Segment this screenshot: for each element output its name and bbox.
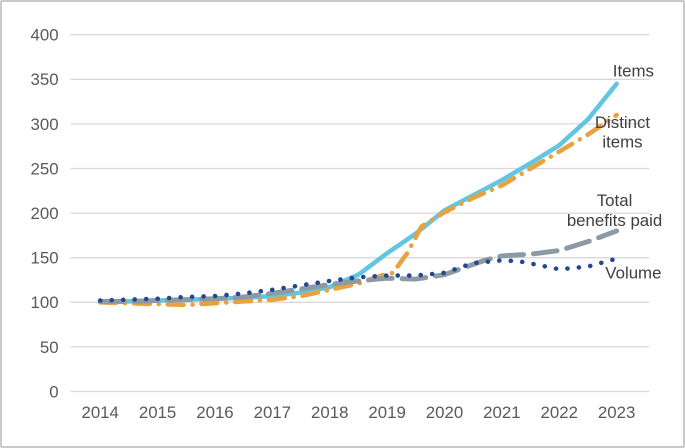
x-axis-tick-label: 2023 bbox=[598, 403, 635, 422]
y-axis-tick-label: 300 bbox=[30, 115, 58, 134]
y-axis-tick-label: 350 bbox=[30, 70, 58, 89]
series-label-total-benefits-paid: benefits paid bbox=[567, 211, 662, 230]
series-line-total-benefits-paid bbox=[97, 228, 620, 304]
x-axis-tick-label: 2020 bbox=[426, 403, 463, 422]
x-axis-tick-label: 2022 bbox=[541, 403, 578, 422]
series-line-distinct-items bbox=[97, 112, 619, 308]
x-axis-tick-label: 2021 bbox=[483, 403, 520, 422]
x-axis-tick-label: 2014 bbox=[81, 403, 118, 422]
series-label-total-benefits-paid: Total bbox=[597, 191, 633, 210]
x-axis-tick-label: 2017 bbox=[254, 403, 291, 422]
y-axis-tick-label: 150 bbox=[30, 249, 58, 268]
series-label-volume: Volume bbox=[605, 264, 661, 283]
y-axis-tick-label: 250 bbox=[30, 159, 58, 178]
x-axis-tick-label: 2015 bbox=[139, 403, 176, 422]
y-axis-tick-label: 200 bbox=[30, 204, 58, 223]
series-label-distinct-items: Distinct bbox=[595, 113, 650, 132]
x-axis-tick-label: 2019 bbox=[368, 403, 405, 422]
y-axis-tick-label: 50 bbox=[40, 338, 59, 357]
y-axis-tick-label: 400 bbox=[30, 26, 58, 45]
y-axis-tick-label: 0 bbox=[49, 382, 58, 401]
x-axis-tick-label: 2016 bbox=[196, 403, 233, 422]
series-line-volume bbox=[97, 256, 619, 303]
series-label-items: Items bbox=[613, 61, 654, 80]
series-line-items bbox=[97, 81, 619, 305]
series-label-distinct-items: items bbox=[602, 133, 642, 152]
x-axis-tick-label: 2018 bbox=[311, 403, 348, 422]
y-axis-tick-label: 100 bbox=[30, 293, 58, 312]
